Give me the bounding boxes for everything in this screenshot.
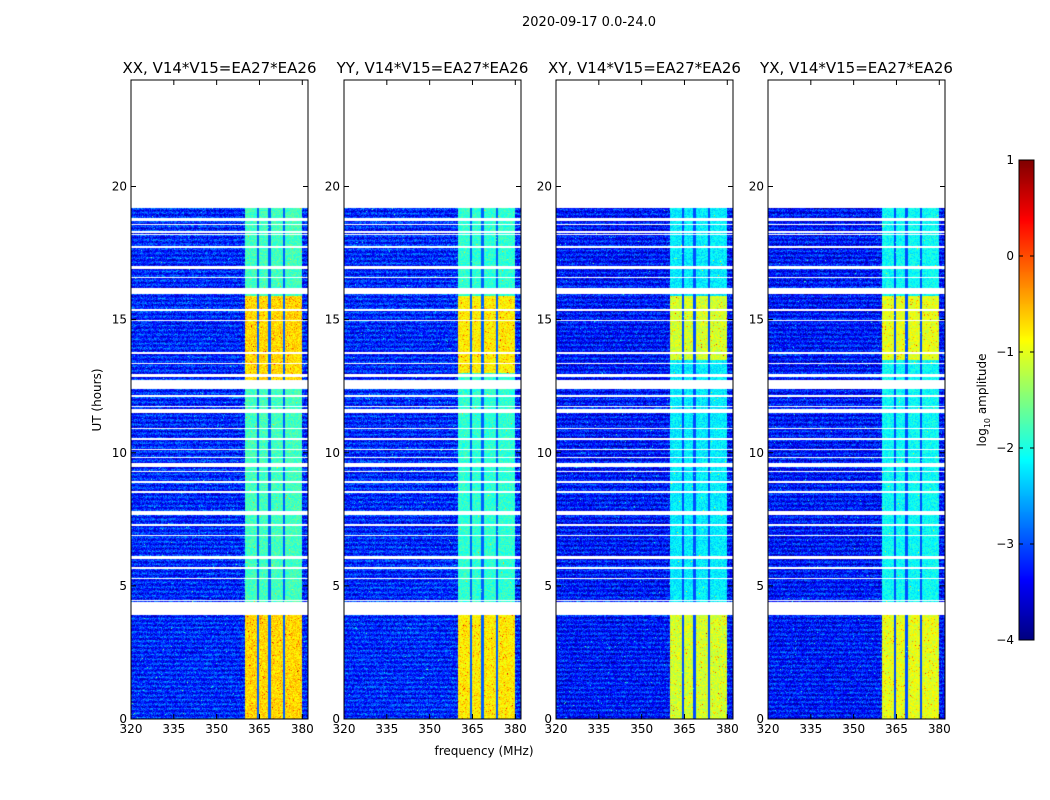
- y-axis-label: UT (hours): [90, 368, 104, 431]
- x-tick-label: 365: [673, 722, 696, 736]
- x-tick-label: 335: [799, 722, 822, 736]
- panel-2: YY, V14*V15=EA27*EA26 320 335 350 365 380 0 5 10…: [325, 59, 529, 736]
- panel-1-title: XX, V14*V15=EA27*EA26: [122, 59, 316, 77]
- y-tick-label: 0: [756, 712, 764, 726]
- colorbar-frame: [1018, 159, 1035, 641]
- panel-4-waterfall: [768, 80, 945, 719]
- y-tick-label: 5: [119, 579, 127, 593]
- x-tick-label: 350: [630, 722, 653, 736]
- x-tick-label: 365: [885, 722, 908, 736]
- x-tick-label: 350: [418, 722, 441, 736]
- panel-4-title: YX, V14*V15=EA27*EA26: [759, 59, 953, 77]
- y-tick-label: 20: [749, 180, 764, 194]
- colorbar-tick-label: 1: [1006, 153, 1014, 167]
- panel-4-frame: [767, 79, 946, 720]
- figure-suptitle: 2020-09-17 0.0-24.0: [522, 15, 656, 30]
- y-tick-label: 15: [325, 313, 340, 327]
- y-tick-label: 15: [112, 313, 127, 327]
- y-tick-label: 5: [544, 579, 552, 593]
- x-tick-label: 350: [205, 722, 228, 736]
- panel-1: XX, V14*V15=EA27*EA26 320 335 350 365 380 0 5 10…: [112, 59, 317, 736]
- y-tick-label: 20: [537, 180, 552, 194]
- y-tick-label: 5: [756, 579, 764, 593]
- x-tick-label: 320: [545, 722, 568, 736]
- panel-1-waterfall: [131, 80, 308, 719]
- y-tick-label: 5: [332, 579, 340, 593]
- x-tick-label: 350: [842, 722, 865, 736]
- x-tick-label: 335: [375, 722, 398, 736]
- x-tick-label: 380: [716, 722, 739, 736]
- y-tick-label: 0: [544, 712, 552, 726]
- y-tick-label: 10: [749, 446, 764, 460]
- y-tick-label: 0: [332, 712, 340, 726]
- x-tick-label: 320: [757, 722, 780, 736]
- x-tick-label: 320: [120, 722, 143, 736]
- x-tick-label: 320: [333, 722, 356, 736]
- y-tick-label: 15: [537, 313, 552, 327]
- y-tick-label: 10: [325, 446, 340, 460]
- colorbar-label: log10 amplitude: [975, 354, 992, 447]
- x-tick-label: 365: [461, 722, 484, 736]
- panel-2-frame: [343, 79, 522, 720]
- panel-2-waterfall: [344, 80, 521, 719]
- colorbar-tick-label: −4: [996, 633, 1014, 647]
- colorbar-tick-label: −2: [996, 441, 1014, 455]
- panel-3-title: XY, V14*V15=EA27*EA26: [548, 59, 741, 77]
- colorbar: 1 0 −1 −2 −3 −4: [996, 153, 1035, 647]
- x-tick-label: 380: [504, 722, 527, 736]
- x-tick-label: 335: [587, 722, 610, 736]
- y-tick-label: 20: [325, 180, 340, 194]
- colorbar-tick-label: −1: [996, 345, 1014, 359]
- x-tick-label: 380: [291, 722, 314, 736]
- panels: XX, V14*V15=EA27*EA26 320 335 350 365 380 0 5 10…: [112, 59, 953, 736]
- panel-1-frame: [130, 79, 309, 720]
- y-tick-label: 20: [112, 180, 127, 194]
- x-tick-label: 365: [248, 722, 271, 736]
- panel-3-frame: [555, 79, 734, 720]
- y-tick-label: 15: [749, 313, 764, 327]
- panel-3: XY, V14*V15=EA27*EA26 320 335 350 365 380 0 5 10…: [537, 59, 741, 736]
- y-tick-label: 0: [119, 712, 127, 726]
- y-tick-label: 10: [112, 446, 127, 460]
- colorbar-gradient: [1019, 160, 1034, 640]
- panel-2-title: YY, V14*V15=EA27*EA26: [336, 59, 529, 77]
- x-tick-label: 335: [162, 722, 185, 736]
- panel-4: YX, V14*V15=EA27*EA26 320 335 350 365 380 0 5 10…: [749, 59, 953, 736]
- colorbar-tick-label: 0: [1006, 249, 1014, 263]
- x-axis-label: frequency (MHz): [434, 744, 533, 758]
- panel-3-waterfall: [556, 80, 733, 719]
- colorbar-tick-label: −3: [996, 537, 1014, 551]
- y-tick-label: 10: [537, 446, 552, 460]
- x-tick-label: 380: [928, 722, 951, 736]
